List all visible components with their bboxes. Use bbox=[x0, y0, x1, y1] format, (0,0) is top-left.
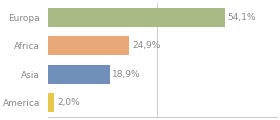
Text: 54,1%: 54,1% bbox=[228, 13, 256, 22]
Text: 24,9%: 24,9% bbox=[132, 41, 160, 50]
Text: 2,0%: 2,0% bbox=[57, 98, 80, 107]
Text: 18,9%: 18,9% bbox=[112, 70, 141, 79]
Bar bbox=[48, 8, 225, 27]
Bar bbox=[48, 36, 129, 55]
Bar bbox=[48, 93, 54, 112]
Bar bbox=[48, 65, 110, 84]
